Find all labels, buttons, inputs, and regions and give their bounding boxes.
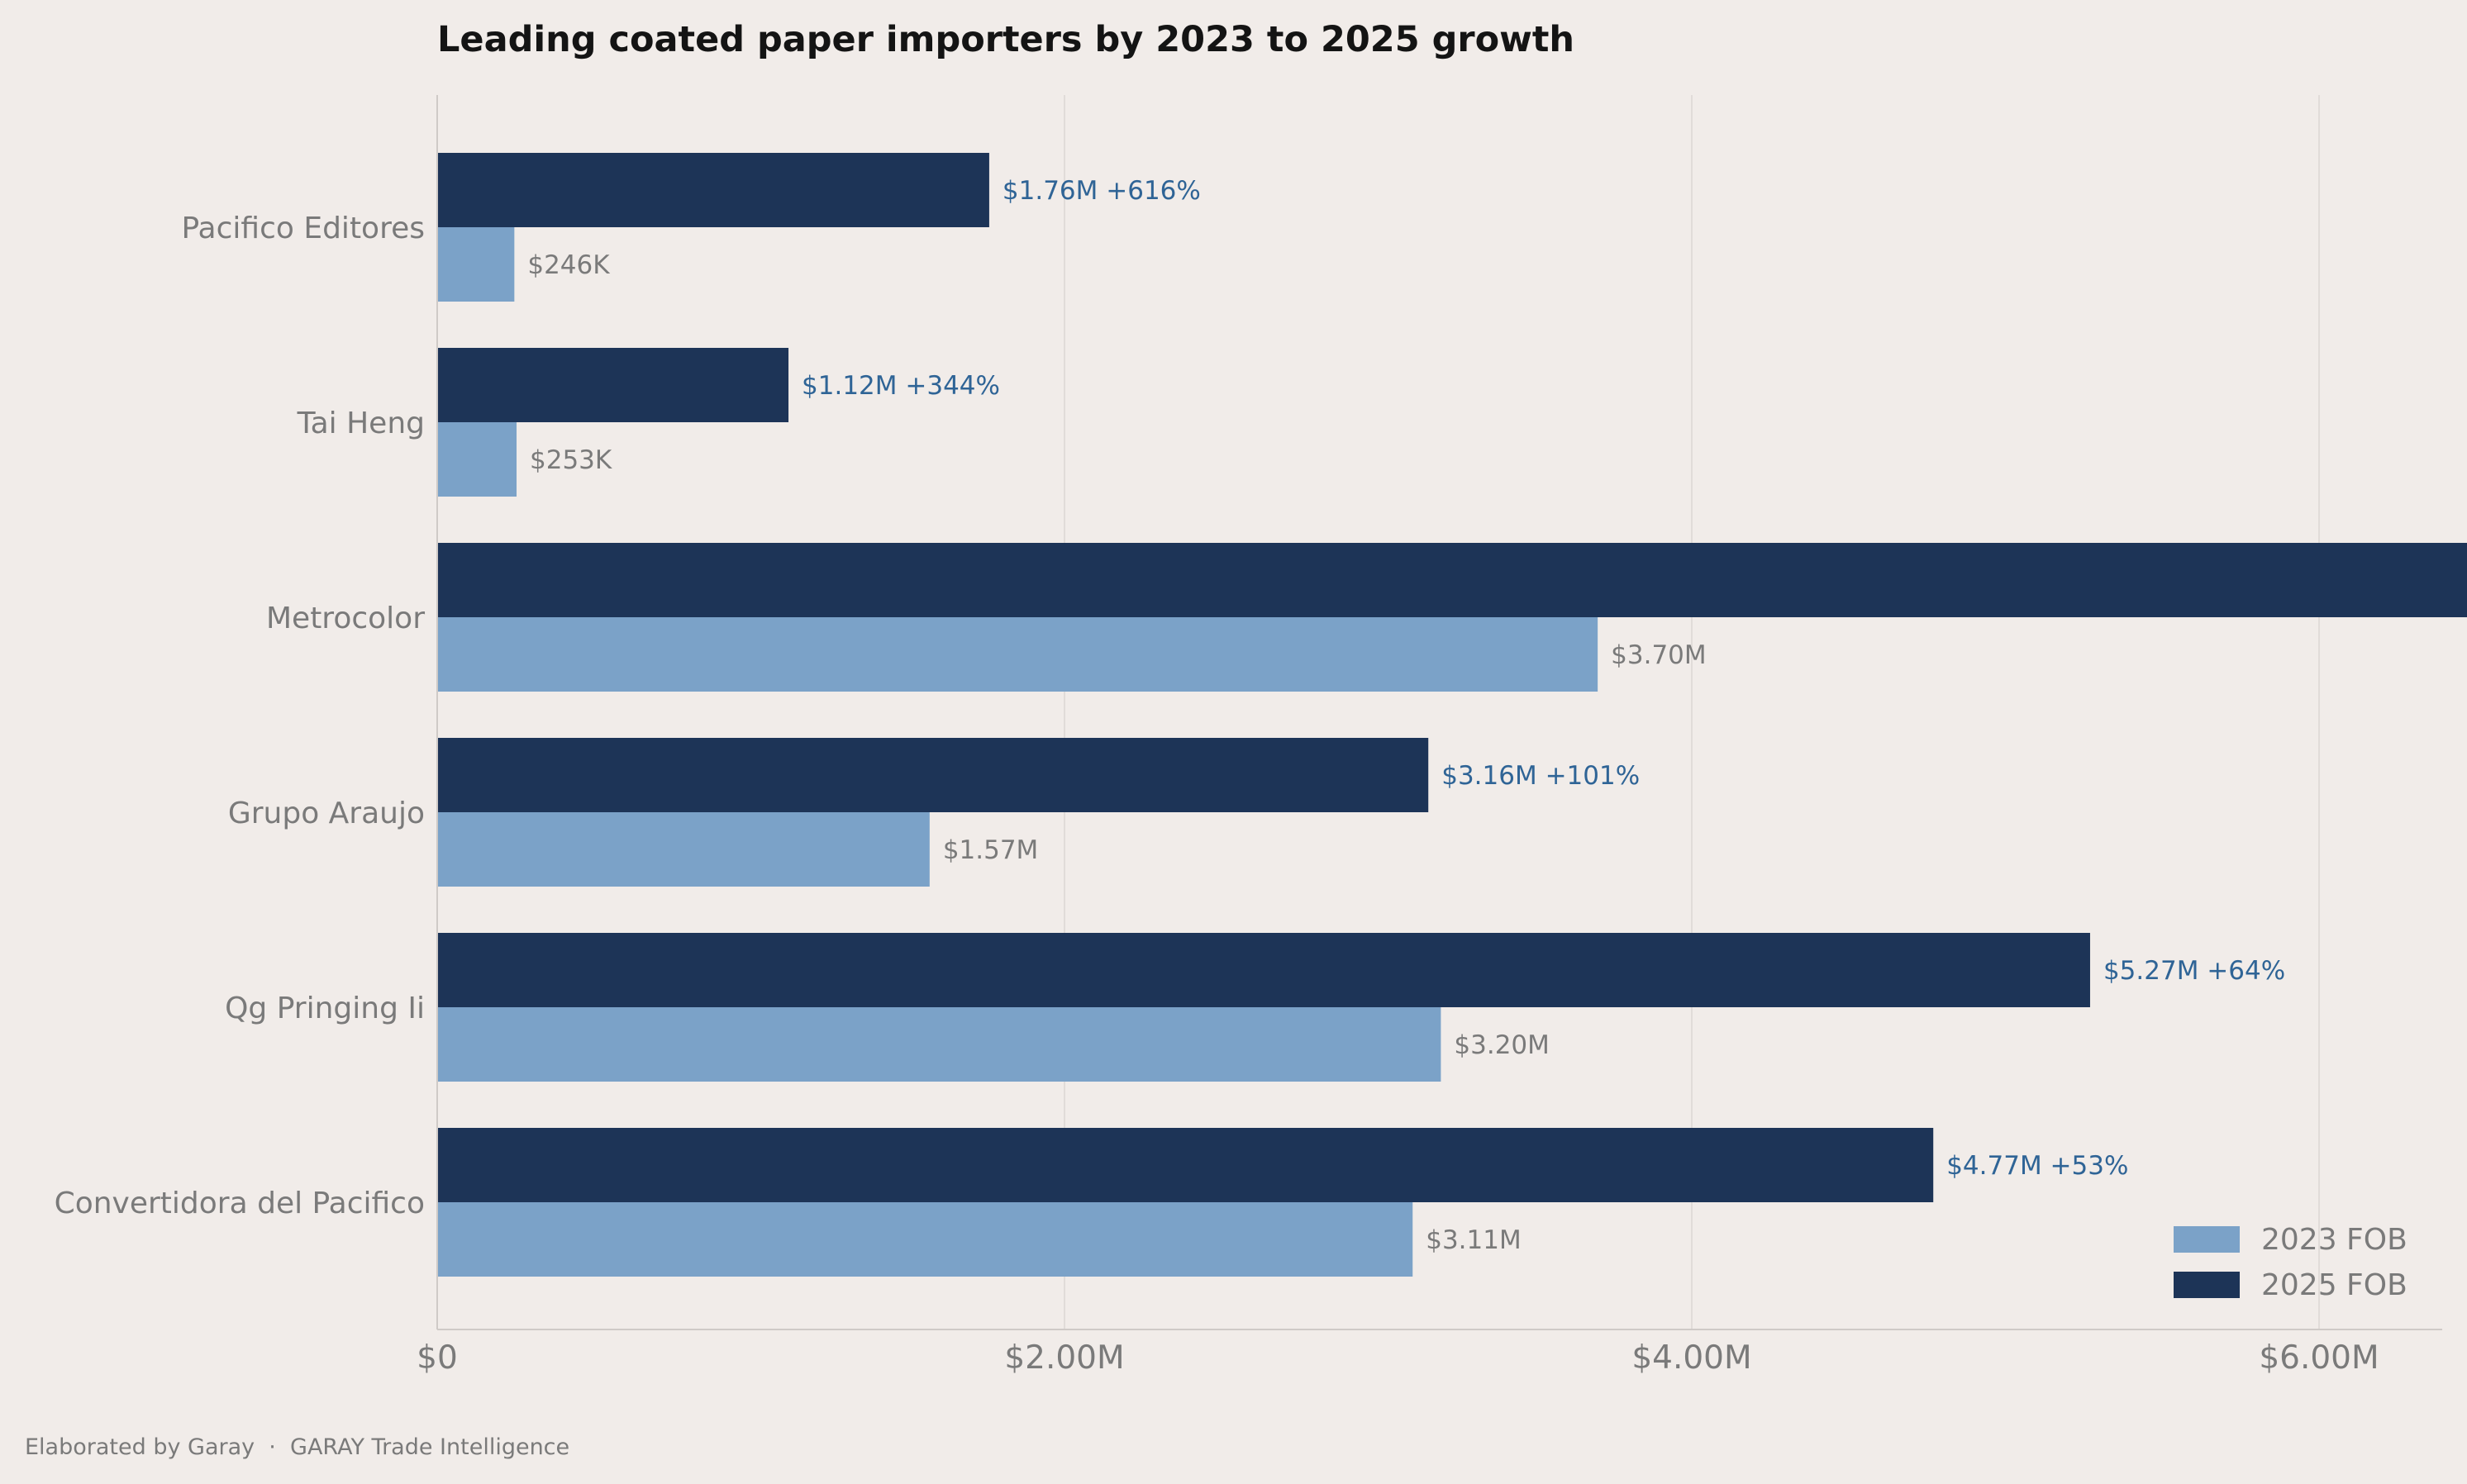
bar-2025 (437, 933, 2090, 1007)
category-label: Tai Heng (297, 407, 425, 440)
data-label-2023: $3.70M (1611, 640, 1706, 670)
x-tick-label: $0 (417, 1339, 458, 1377)
bar-2023 (437, 1202, 1413, 1277)
data-label-2023: $1.57M (943, 835, 1039, 865)
bar-2025 (437, 543, 2467, 617)
bar-2023 (437, 812, 930, 887)
bar-2025 (437, 348, 789, 422)
legend-label: 2025 FOB (2261, 1268, 2407, 1302)
bars: $1.76M +616%$246K$1.12M +344%$253K$7.99M… (437, 153, 2467, 1277)
category-label: Metrocolor (266, 602, 425, 635)
x-tick-label: $4.00M (1631, 1339, 1751, 1377)
bar-2023 (437, 1007, 1441, 1082)
category-label: Convertidora del Pacifico (55, 1187, 425, 1220)
legend: 2023 FOB 2025 FOB (2174, 1223, 2407, 1302)
data-label-2023: $3.11M (1426, 1225, 1522, 1255)
category-label: Qg Pringing Ii (225, 992, 425, 1025)
chart-title: Leading coated paper importers by 2023 t… (437, 19, 1574, 60)
legend-swatch (2174, 1226, 2240, 1253)
bar-2023 (437, 227, 515, 302)
footer-credit: Elaborated by Garay · GARAY Trade Intell… (25, 1434, 569, 1460)
bar-2025 (437, 1128, 1934, 1202)
legend-label: 2023 FOB (2261, 1223, 2407, 1257)
bar-2023 (437, 617, 1598, 692)
data-label-2025: $4.77M +53% (1946, 1151, 2128, 1181)
bar-2025 (437, 738, 1429, 812)
data-label-2025: $5.27M +64% (2103, 956, 2285, 986)
category-label: Grupo Araujo (228, 797, 425, 830)
data-label-2025: $1.12M +344% (802, 371, 1000, 401)
x-tick-label: $2.00M (1004, 1339, 1124, 1377)
bar-2025 (437, 153, 989, 227)
data-label-2023: $253K (530, 445, 612, 475)
data-label-2025: $3.16M +101% (1441, 761, 1640, 791)
category-labels: Pacifico Editores Tai Heng Metrocolor Grupo… (55, 212, 426, 1220)
legend-swatch (2174, 1272, 2240, 1298)
x-tick-label: $6.00M (2259, 1339, 2379, 1377)
data-label-2025: $1.76M +616% (1003, 176, 1201, 206)
data-label-2023: $3.20M (1454, 1030, 1550, 1060)
category-label: Pacifico Editores (181, 212, 425, 245)
x-axis: $0$2.00M$4.00M$6.00M$8.00M$10.00M$12.00M (417, 95, 2442, 1377)
data-label-2023: $246K (527, 250, 610, 280)
bar-2023 (437, 422, 517, 497)
